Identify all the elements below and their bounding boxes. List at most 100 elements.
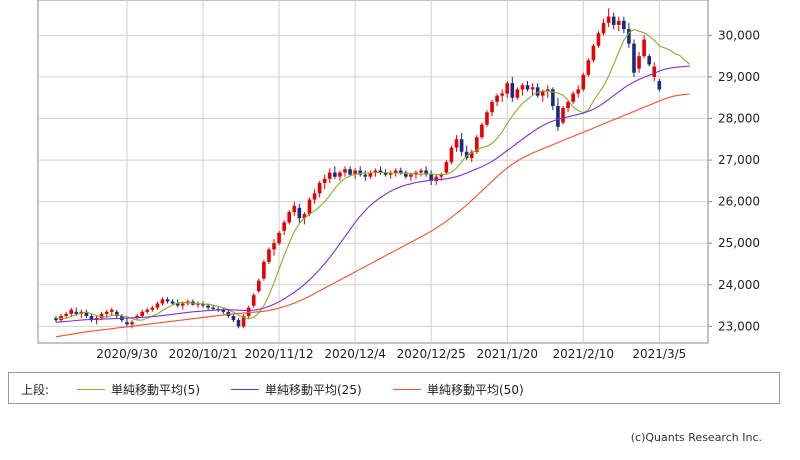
legend-swatch-ma5: [77, 389, 105, 390]
candle-body: [246, 307, 251, 316]
candle-body: [287, 212, 292, 223]
candle-body: [561, 108, 565, 123]
plot-area: [37, 0, 709, 344]
candle-body: [180, 303, 185, 306]
candle-body: [495, 95, 499, 102]
candle-body: [104, 311, 109, 314]
ma-line-2: [55, 93, 690, 338]
candle-body: [54, 318, 58, 321]
candle-body: [74, 311, 79, 314]
legend-item-ma5: 単純移動平均(5): [77, 381, 200, 398]
ma-line-1: [55, 65, 690, 323]
candle-body: [409, 174, 413, 177]
candle-body: [540, 91, 545, 96]
x-tick-label: 2021/3/5: [632, 347, 686, 361]
candle-body: [632, 43, 636, 73]
candle-body: [429, 174, 433, 181]
candle-body: [591, 45, 596, 61]
candle-body: [652, 66, 657, 77]
candlestick-chart: 23,000 24,000 25,000 26,000 27,000 28,000 29,0…: [37, 0, 760, 361]
x-tick-label: 2021/2/10: [553, 347, 615, 361]
legend-label-ma50: 単純移動平均(50): [427, 383, 524, 397]
candle-body: [363, 174, 368, 177]
candle-body: [454, 139, 459, 148]
candle-body: [165, 299, 170, 302]
candle-body: [64, 313, 68, 316]
candle-body: [622, 20, 626, 30]
candle-body: [434, 176, 439, 181]
candle-body: [606, 16, 611, 23]
candle-body: [343, 169, 347, 173]
candle-body: [581, 74, 586, 90]
y-tick-label: 28,000: [718, 111, 760, 125]
x-tick-label: 2020/9/30: [96, 347, 158, 361]
candle-body: [545, 89, 550, 92]
legend-label-ma5: 単純移動平均(5): [111, 383, 200, 397]
candle-body: [155, 303, 160, 308]
legend-item-ma25: 単純移動平均(25): [231, 381, 362, 398]
candle-body: [530, 87, 535, 90]
candle-body: [393, 170, 398, 173]
candle-body: [282, 222, 286, 231]
y-tick-label: 23,000: [718, 319, 760, 333]
candle-body: [505, 83, 510, 94]
y-tick-label: 30,000: [718, 28, 760, 42]
candle-body: [317, 182, 322, 194]
candle-body: [196, 303, 200, 305]
candle-body: [312, 193, 317, 200]
candle-body: [109, 309, 114, 312]
candle-body: [267, 249, 271, 262]
candle-body: [322, 178, 327, 183]
candle-body: [657, 81, 662, 90]
candles: [54, 8, 662, 329]
candle-body: [464, 151, 469, 158]
candle-body: [459, 139, 464, 152]
candle-body: [490, 101, 494, 113]
candle-body: [69, 309, 74, 314]
x-tick-label: 2020/12/4: [324, 347, 386, 361]
y-tick-label: 29,000: [718, 70, 760, 84]
candle-body: [236, 320, 241, 327]
candle-body: [414, 172, 418, 175]
candle-body: [221, 309, 226, 312]
x-tick-label: 2020/10/21: [168, 347, 237, 361]
candle-body: [378, 170, 383, 173]
candle-body: [373, 170, 378, 173]
candle-body: [333, 172, 337, 177]
y-tick-label: 27,000: [718, 153, 760, 167]
candle-body: [272, 243, 276, 250]
candle-body: [485, 112, 489, 125]
candle-body: [388, 172, 393, 175]
moving-average-lines: [55, 28, 691, 338]
candle-body: [89, 315, 94, 321]
legend-title: 上段:: [21, 383, 50, 397]
candle-body: [424, 170, 428, 175]
candle-body: [241, 315, 246, 327]
candle-body: [84, 311, 89, 316]
y-tick-label: 25,000: [718, 236, 760, 250]
candle-body: [297, 207, 302, 219]
x-tick-label: 2021/1/20: [476, 347, 538, 361]
candle-body: [145, 309, 150, 312]
candle-body: [130, 322, 134, 325]
candle-body: [160, 299, 165, 304]
candle-body: [566, 101, 570, 109]
candle-body: [150, 307, 155, 310]
candle-body: [556, 106, 560, 127]
candle-body: [611, 16, 616, 25]
candle-body: [368, 172, 373, 177]
candle-body: [444, 162, 449, 173]
candle-body: [500, 93, 504, 96]
candle-body: [535, 87, 540, 96]
candle-body: [525, 85, 530, 90]
candle-body: [302, 214, 307, 219]
candle-body: [642, 39, 646, 57]
candle-body: [398, 170, 403, 173]
legend: 上段: 単純移動平均(5) 単純移動平均(25) 単純移動平均(50): [8, 372, 780, 404]
candle-body: [596, 33, 601, 46]
candle-body: [135, 315, 139, 319]
candle-body: [125, 322, 129, 325]
candle-body: [419, 170, 423, 173]
candle-body: [601, 22, 606, 34]
candle-body: [170, 301, 175, 304]
